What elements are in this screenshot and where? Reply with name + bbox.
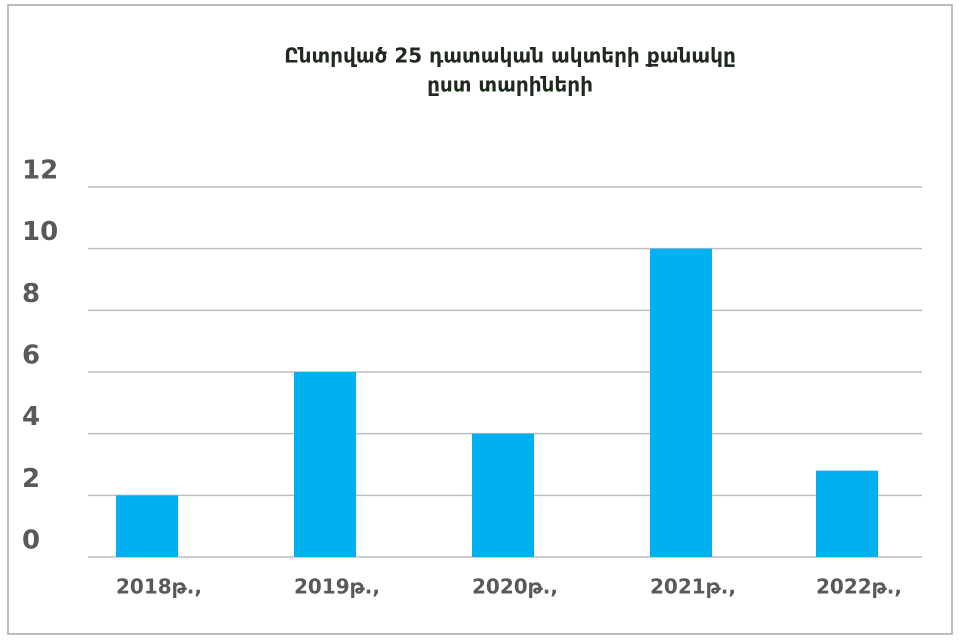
bar xyxy=(650,248,712,557)
y-tick-label: 10 xyxy=(22,217,58,247)
x-tick-label: 2022թ., xyxy=(816,575,902,599)
y-tick-label: 0 xyxy=(22,526,40,556)
y-tick-label: 6 xyxy=(22,341,40,371)
y-tick-label: 4 xyxy=(22,402,40,432)
x-tick-label: 2020թ., xyxy=(472,575,558,599)
bar xyxy=(472,433,534,557)
x-tick-label: 2018թ., xyxy=(116,575,202,599)
y-tick-label: 12 xyxy=(22,156,58,186)
chart-title: Ընտրված 25 դատական ակտերի քանակը xyxy=(284,44,736,68)
chart-title: ըստ տարիների xyxy=(427,73,593,97)
y-tick-label: 8 xyxy=(22,279,40,309)
bar xyxy=(294,372,356,557)
bar xyxy=(116,495,178,557)
bar xyxy=(816,470,878,557)
x-tick-label: 2019թ., xyxy=(294,575,380,599)
y-tick-label: 2 xyxy=(22,464,40,494)
x-tick-label: 2021թ., xyxy=(650,575,736,599)
